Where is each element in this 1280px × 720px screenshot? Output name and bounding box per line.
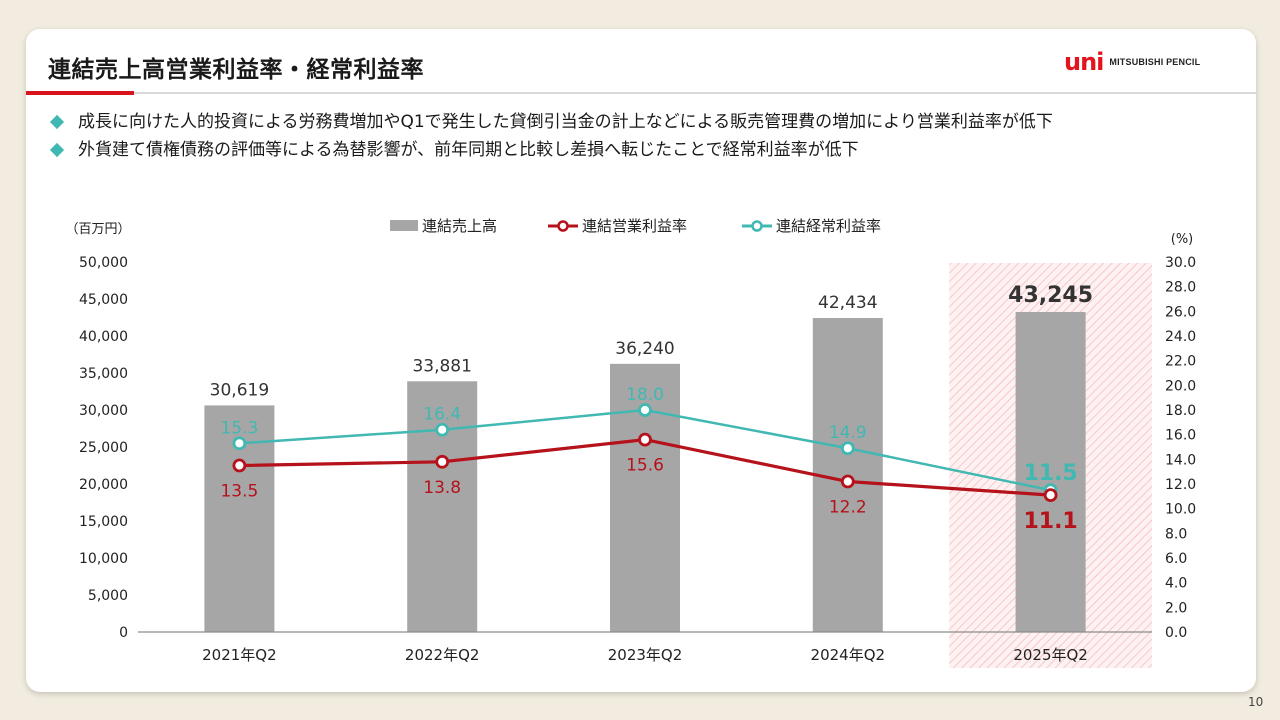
ordinary-margin-value-label: 18.0 — [626, 385, 664, 405]
right-tick-label: 12.0 — [1165, 477, 1196, 493]
category-label: 2023年Q2 — [608, 646, 683, 664]
ordinary-margin-point — [638, 403, 652, 417]
category-label: 2025年Q2 — [1013, 646, 1088, 664]
right-tick-label: 18.0 — [1165, 403, 1196, 419]
company-logo: uni MITSUBISHI PENCIL — [1064, 50, 1200, 74]
ordinary-margin-point — [232, 436, 247, 451]
ordinary-margin-value-label: 11.5 — [1023, 461, 1077, 486]
operating-margin-point — [1043, 488, 1058, 503]
right-tick-label: 8.0 — [1165, 526, 1187, 542]
right-tick-label: 2.0 — [1165, 600, 1187, 616]
bar-value-label: 42,434 — [818, 293, 877, 313]
bar-sales — [1015, 311, 1086, 632]
ordinary-margin-value-label: 14.9 — [829, 423, 867, 443]
right-tick-label: 10.0 — [1165, 502, 1196, 518]
left-tick-label: 15,000 — [79, 514, 128, 530]
legend-label-operating: 連結営業利益率 — [582, 217, 687, 235]
operating-margin-point — [435, 454, 450, 469]
right-tick-label: 14.0 — [1165, 452, 1196, 468]
right-tick-label: 22.0 — [1165, 354, 1196, 370]
left-tick-label: 30,000 — [79, 403, 128, 419]
left-axis-unit: （百万円） — [65, 222, 130, 237]
left-tick-label: 35,000 — [79, 366, 128, 382]
bullet-item: 成長に向けた人的投資による労務費増加やQ1で発生した貸倒引当金の計上などによる販… — [49, 108, 1053, 136]
ordinary-margin-point — [435, 422, 450, 437]
page-number: 10 — [1248, 695, 1264, 709]
right-tick-label: 16.0 — [1165, 428, 1196, 444]
left-tick-label: 5,000 — [88, 588, 128, 604]
left-tick-label: 50,000 — [79, 255, 128, 271]
logo-text: MITSUBISHI PENCIL — [1109, 57, 1201, 67]
operating-margin-point — [638, 432, 652, 447]
page-title: 連結売上高営業利益率・経常利益率 — [48, 57, 424, 83]
legend-swatch-sales — [390, 220, 418, 231]
operating-margin-value-label: 12.2 — [829, 498, 867, 518]
left-tick-label: 10,000 — [79, 551, 128, 567]
logo-mark: uni — [1064, 48, 1104, 76]
category-label: 2024年Q2 — [811, 646, 886, 664]
category-label: 2021年Q2 — [202, 646, 277, 664]
operating-margin-value-label: 13.5 — [220, 482, 258, 502]
bullet-list: 成長に向けた人的投資による労務費増加やQ1で発生した貸倒引当金の計上などによる販… — [49, 108, 1053, 164]
legend-label-sales: 連結売上高 — [422, 217, 497, 235]
right-tick-label: 24.0 — [1165, 329, 1196, 345]
ordinary-margin-point — [840, 441, 855, 456]
left-tick-label: 40,000 — [79, 329, 128, 345]
operating-margin-value-label: 15.6 — [626, 456, 664, 476]
left-tick-label: 20,000 — [79, 477, 128, 493]
bullet-item: 外貨建て債権債務の評価等による為替影響が、前年同期と比較し差損へ転じたことで経常… — [49, 136, 1053, 164]
bar-value-label: 36,240 — [615, 339, 674, 359]
bar-value-label: 33,881 — [412, 356, 471, 376]
bullet-text: 外貨建て債権債務の評価等による為替影響が、前年同期と比較し差損へ転じたことで経常… — [78, 140, 859, 160]
bar-value-label: 30,619 — [210, 380, 269, 400]
left-tick-label: 25,000 — [79, 440, 128, 456]
right-tick-label: 30.0 — [1165, 255, 1196, 271]
right-axis-unit: (%) — [1171, 232, 1194, 247]
legend-swatch-ordinary-marker — [751, 220, 763, 232]
operating-margin-point — [840, 474, 855, 489]
ordinary-margin-value-label: 15.3 — [220, 418, 258, 438]
left-tick-label: 45,000 — [79, 292, 128, 308]
legend-label-ordinary: 連結経常利益率 — [776, 217, 881, 235]
right-tick-label: 20.0 — [1165, 378, 1196, 394]
bar-value-label: 43,245 — [1008, 283, 1093, 308]
legend-swatch-operating-marker — [557, 220, 569, 232]
operating-margin-point — [232, 458, 247, 473]
category-label: 2022年Q2 — [405, 646, 480, 664]
operating-margin-value-label: 11.1 — [1023, 509, 1077, 534]
left-tick-label: 0 — [119, 625, 128, 641]
ordinary-margin-value-label: 16.4 — [423, 405, 461, 425]
operating-margin-value-label: 13.8 — [423, 478, 461, 498]
title-divider — [26, 92, 1256, 94]
bullet-text: 成長に向けた人的投資による労務費増加やQ1で発生した貸倒引当金の計上などによる販… — [78, 112, 1053, 132]
title-accent-bar — [26, 91, 134, 95]
right-tick-label: 6.0 — [1165, 551, 1187, 567]
right-tick-label: 0.0 — [1165, 625, 1187, 641]
right-tick-label: 26.0 — [1165, 304, 1196, 320]
right-tick-label: 28.0 — [1165, 280, 1196, 296]
right-tick-label: 4.0 — [1165, 576, 1187, 592]
